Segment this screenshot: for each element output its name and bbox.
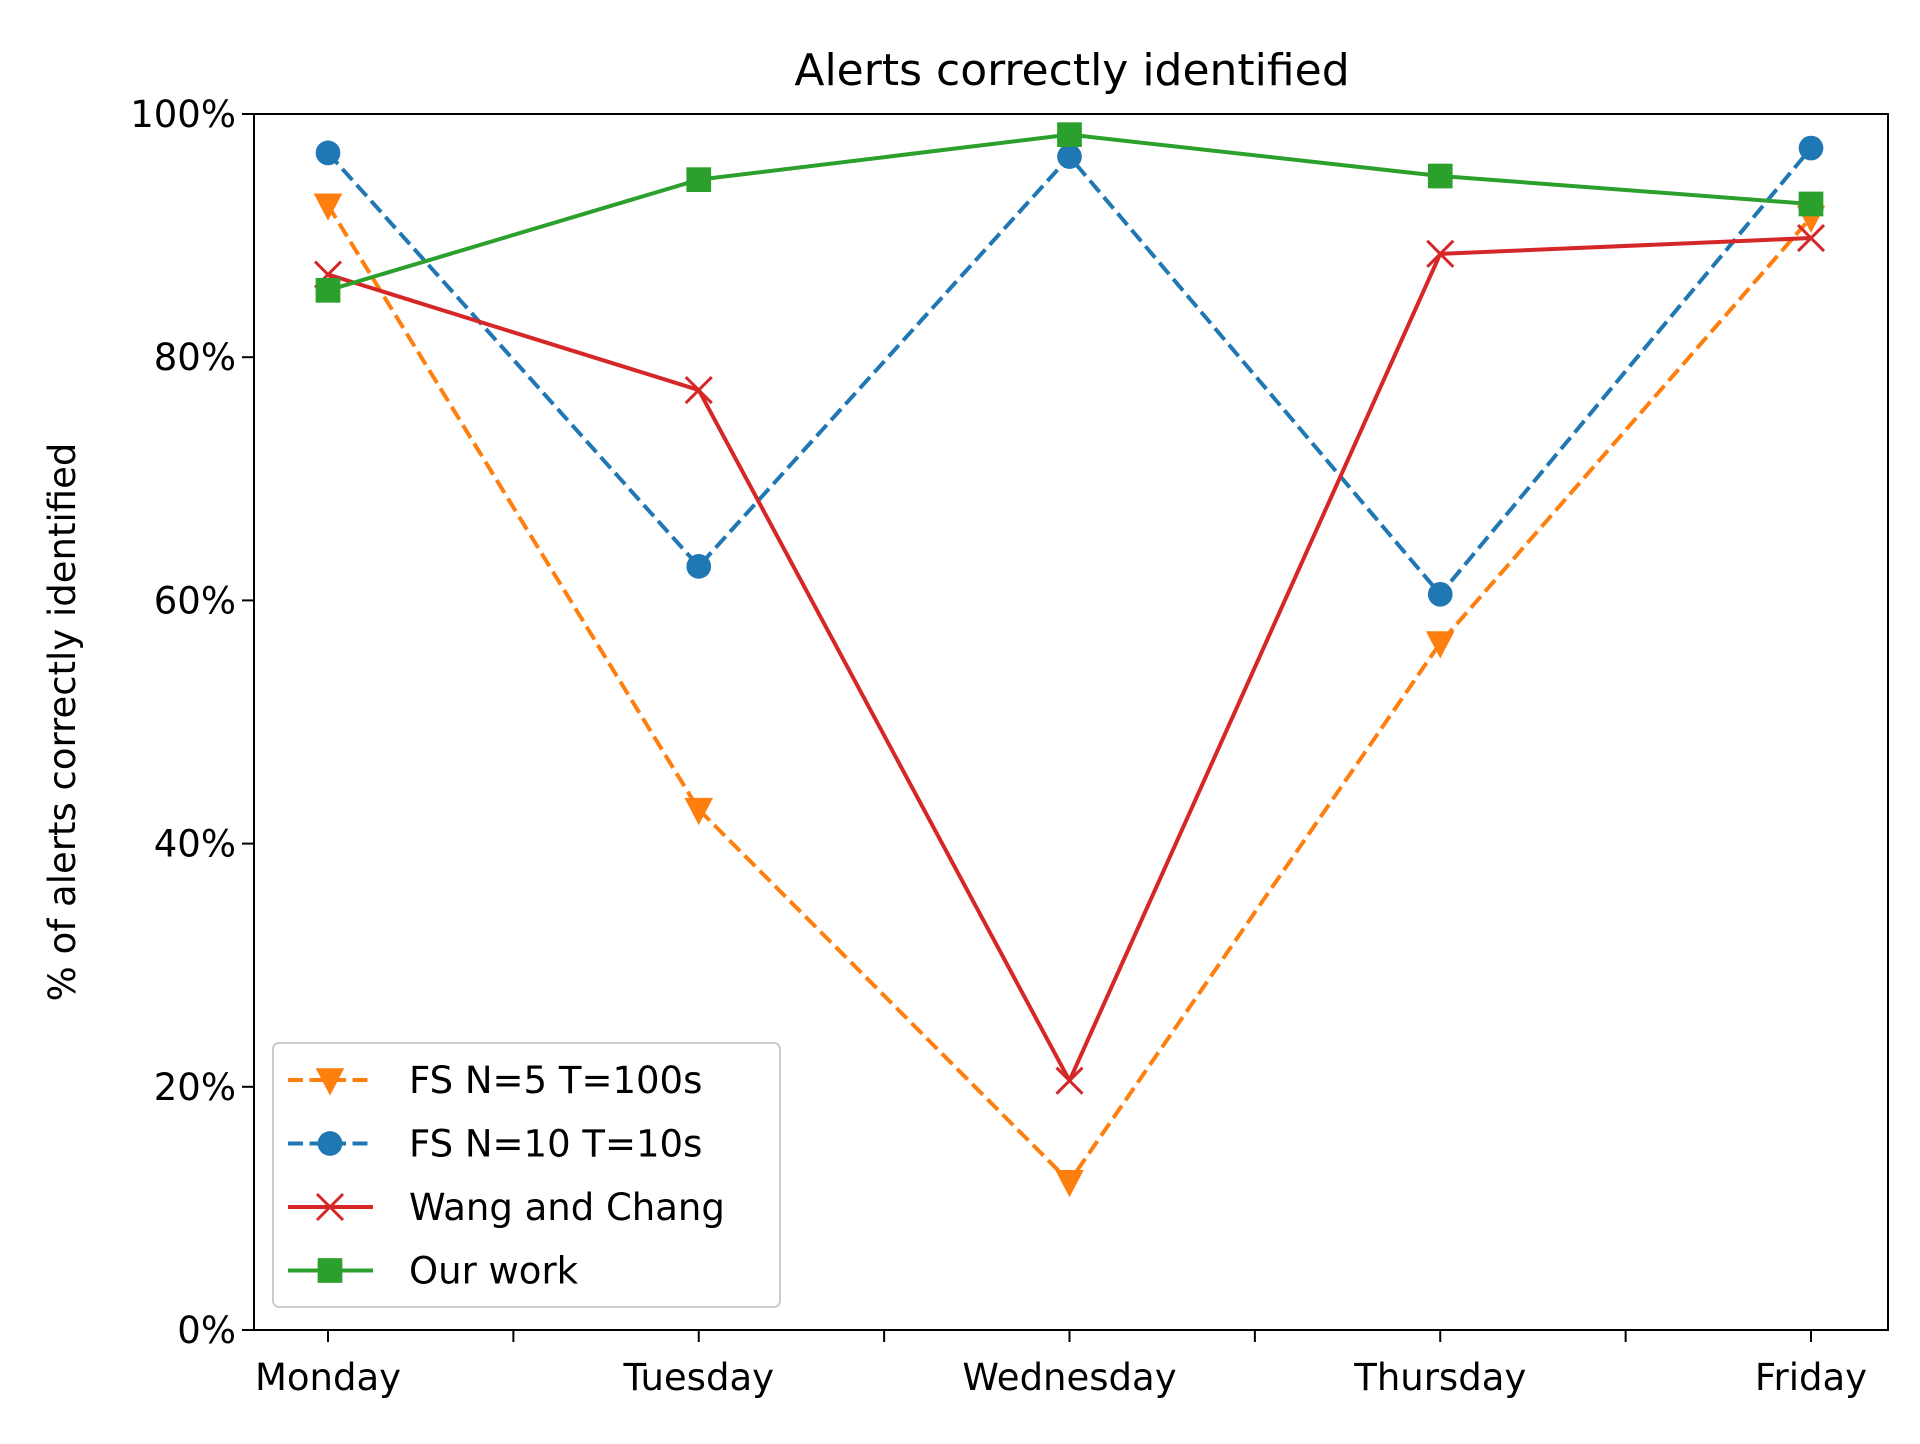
data-point xyxy=(1055,1169,1084,1198)
legend-label: FS N=10 T=10s xyxy=(409,1123,702,1166)
legend-box xyxy=(272,1042,781,1308)
x-marker-stroke xyxy=(684,375,713,405)
y-tick-label: 80% xyxy=(154,336,236,379)
data-point xyxy=(1798,191,1824,217)
legend-item: FS N=5 T=100s xyxy=(288,1059,702,1102)
x-tick-label: Tuesday xyxy=(622,1356,774,1399)
data-point xyxy=(313,193,343,221)
data-point xyxy=(1057,144,1082,169)
data-point xyxy=(1798,135,1824,161)
x-marker-stroke xyxy=(1426,239,1455,268)
legend-item: FS N=10 T=10s xyxy=(288,1123,702,1166)
series-2 xyxy=(313,223,1826,1095)
series-1 xyxy=(315,135,1824,607)
axes-layer: 0% 20% 40% 60% 80% 100% Monday Tuesday Wednesday… xyxy=(130,93,1867,1399)
x-tick-label: Monday xyxy=(255,1356,401,1399)
data-point xyxy=(315,140,341,166)
data-point xyxy=(1427,581,1453,607)
data-point xyxy=(686,167,712,193)
legend-item: Wang and Chang xyxy=(288,1186,725,1229)
y-tick-label: 100% xyxy=(130,93,236,136)
series-3 xyxy=(315,122,1824,303)
legend-marker xyxy=(315,1192,345,1222)
series-line xyxy=(326,146,1813,597)
x-tick-label: Friday xyxy=(1755,1356,1867,1399)
data-point xyxy=(1057,122,1082,148)
data-point xyxy=(1425,631,1455,659)
data-point xyxy=(1055,1066,1084,1095)
data-point xyxy=(686,554,712,579)
series-line xyxy=(327,236,1812,1083)
y-axis-label: % of alerts correctly identified xyxy=(41,443,84,1002)
legend-label: FS N=5 T=100s xyxy=(409,1059,702,1102)
legend-item: Our work xyxy=(288,1250,579,1293)
x-marker-stroke xyxy=(1055,1066,1084,1095)
y-tick-label: 40% xyxy=(154,823,236,866)
data-point xyxy=(684,797,714,826)
data-point xyxy=(315,277,341,303)
legend-marker xyxy=(315,1068,345,1096)
chart-title: Alerts correctly identified xyxy=(794,45,1349,96)
x-tick-label: Thursday xyxy=(1353,1356,1526,1399)
data-point xyxy=(1796,223,1826,253)
series-layer xyxy=(313,122,1826,1198)
data-point xyxy=(1426,239,1455,268)
y-tick-label: 20% xyxy=(154,1066,236,1109)
data-point xyxy=(1427,163,1453,189)
x-tick-label: Wednesday xyxy=(962,1356,1176,1399)
plot-area-frame xyxy=(253,113,1889,1331)
legend-label: Wang and Chang xyxy=(409,1186,725,1229)
legend: FS N=5 T=100s FS N=10 T=10s Wang and Chang… xyxy=(272,1042,781,1308)
data-point xyxy=(684,375,713,405)
series-line xyxy=(326,204,1813,1184)
legend-marker xyxy=(317,1258,343,1283)
legend-label: Our work xyxy=(409,1250,579,1293)
x-marker-stroke xyxy=(1796,223,1826,253)
x-marker-stroke xyxy=(315,1192,345,1222)
y-tick-label: 60% xyxy=(154,579,236,622)
y-tick-label: 0% xyxy=(177,1309,236,1352)
legend-marker xyxy=(317,1131,343,1156)
